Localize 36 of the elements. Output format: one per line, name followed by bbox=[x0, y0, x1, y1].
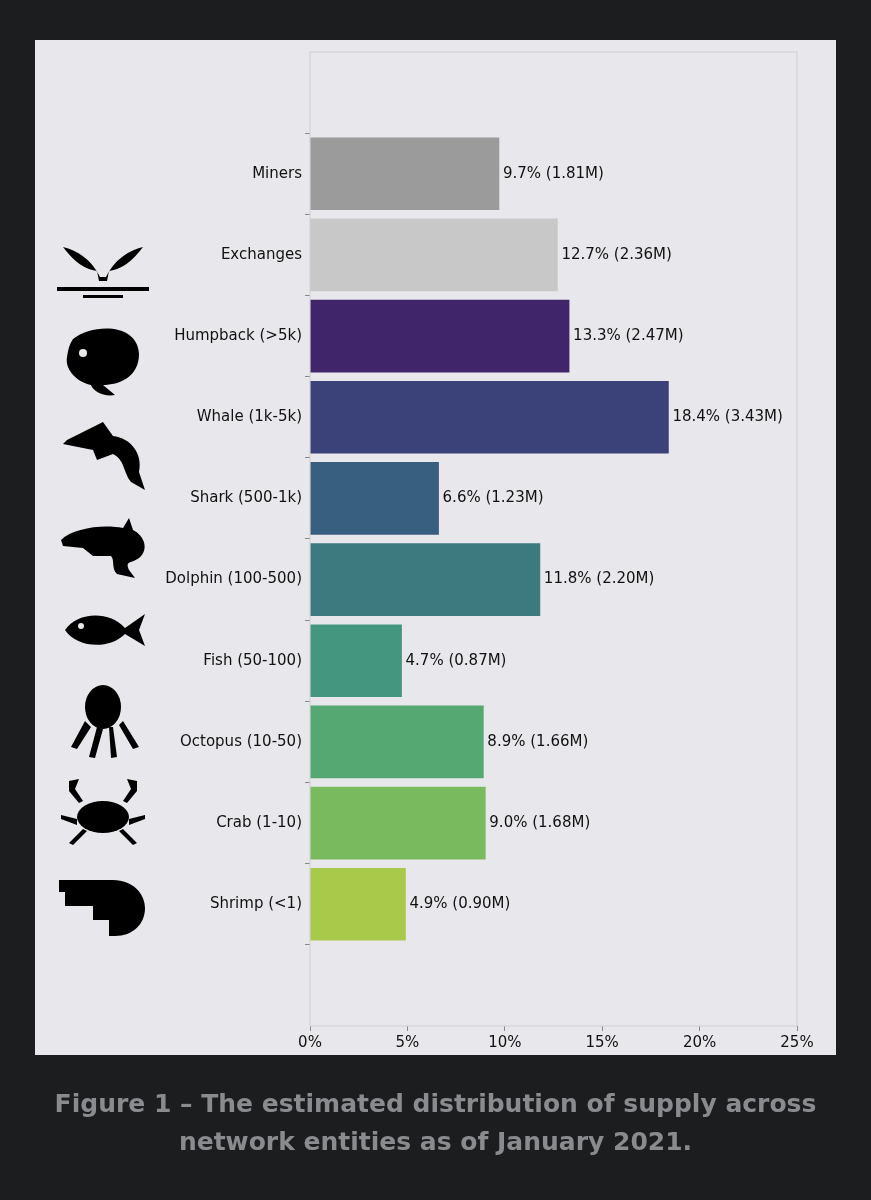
bar bbox=[310, 380, 669, 454]
y-tick-label: Octopus (10-50) bbox=[179, 731, 302, 750]
x-tick-label: 20% bbox=[682, 1032, 717, 1051]
bar bbox=[310, 299, 570, 373]
x-tick-label: 10% bbox=[488, 1032, 522, 1051]
x-tick-label: 0% bbox=[298, 1032, 322, 1051]
data-label: 13.3% (2.47M) bbox=[573, 325, 684, 344]
bar bbox=[310, 462, 439, 535]
y-tick-label: Shrimp (<1) bbox=[209, 894, 302, 913]
bar bbox=[310, 867, 406, 941]
data-label: 8.9% (1.66M) bbox=[487, 731, 589, 750]
y-tick-label: Miners bbox=[252, 163, 303, 182]
data-label: 6.6% (1.23M) bbox=[442, 488, 544, 507]
y-tick-label: Dolphin (100-500) bbox=[165, 569, 302, 588]
bar bbox=[310, 137, 500, 211]
data-label: 9.7% (1.81M) bbox=[502, 163, 604, 182]
x-tick-label: 15% bbox=[585, 1032, 619, 1051]
bar bbox=[310, 705, 484, 779]
y-tick-label: Fish (50-100) bbox=[203, 650, 302, 669]
x-tick-label: 5% bbox=[395, 1032, 420, 1051]
bar bbox=[310, 624, 402, 698]
y-tick-label: Crab (1-10) bbox=[216, 812, 302, 831]
data-label: 4.7% (0.87M) bbox=[405, 650, 507, 669]
caption: Figure 1 – The estimated distribution of supply across network entities as of January 2021. bbox=[53, 1088, 818, 1158]
bar bbox=[310, 786, 486, 860]
data-label: 18.4% (3.43M) bbox=[672, 407, 783, 426]
y-tick-label: Exchanges bbox=[220, 244, 303, 263]
y-tick-label: Humpback (>5k) bbox=[174, 325, 302, 344]
data-label: 9.0% (1.68M) bbox=[489, 812, 591, 831]
x-tick-label: 25% bbox=[780, 1032, 814, 1051]
y-tick-label: Shark (500-1k) bbox=[190, 488, 302, 507]
y-tick-label: Whale (1k-5k) bbox=[196, 407, 302, 426]
bar bbox=[310, 543, 541, 616]
data-label: 12.7% (2.36M) bbox=[561, 244, 672, 263]
data-label: 11.8% (2.20M) bbox=[543, 569, 655, 588]
data-label: 4.9% (0.90M) bbox=[409, 894, 511, 913]
